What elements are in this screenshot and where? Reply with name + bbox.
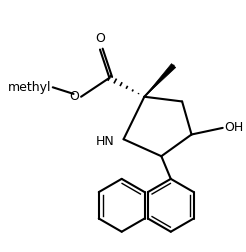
Text: O: O: [95, 32, 105, 45]
Polygon shape: [144, 64, 176, 97]
Text: methyl: methyl: [7, 81, 51, 94]
Text: OH: OH: [225, 121, 244, 134]
Text: HN: HN: [95, 135, 114, 148]
Text: O: O: [69, 90, 79, 103]
